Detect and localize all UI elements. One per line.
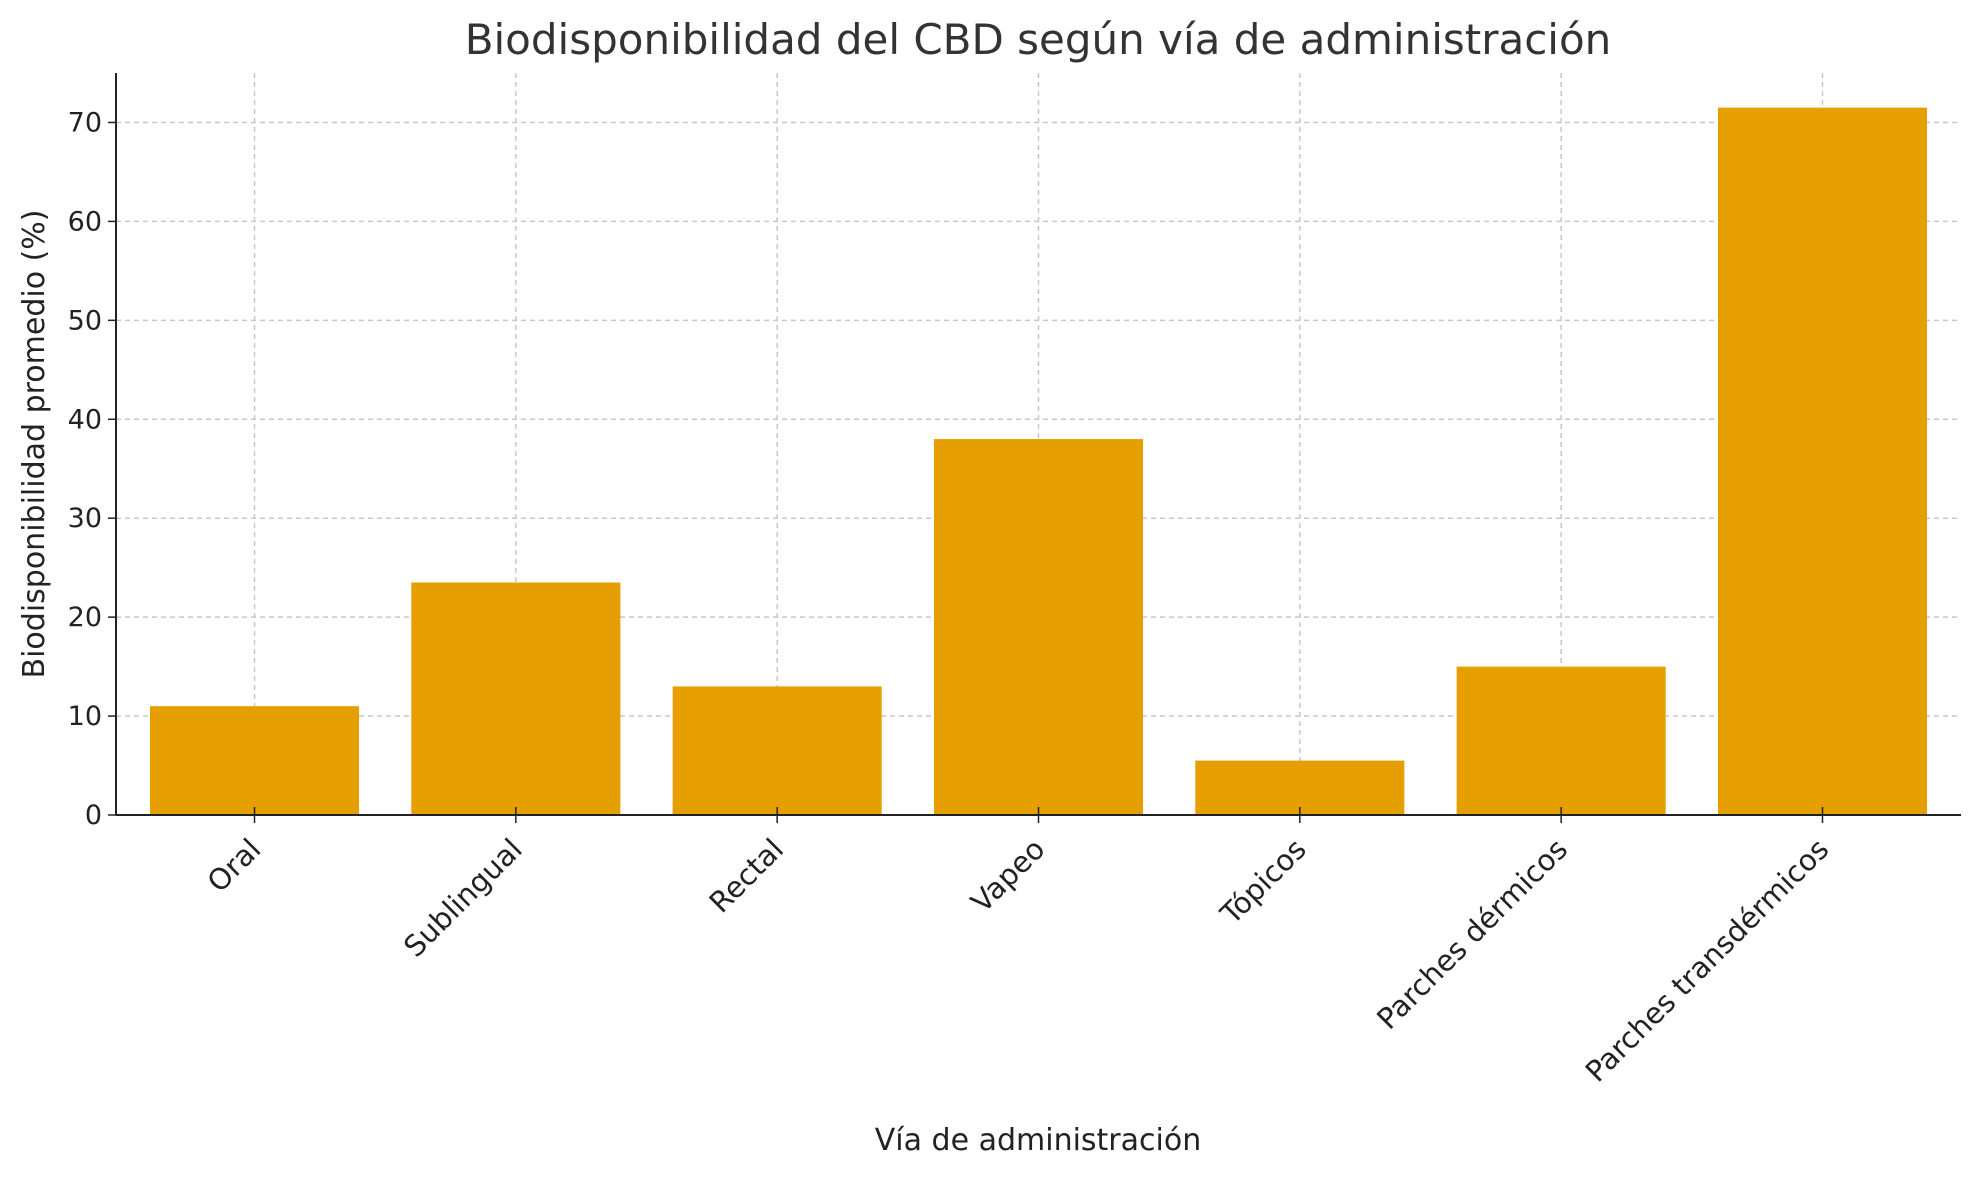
x-tick-label: Sublingual	[397, 832, 529, 964]
bar-sublingual	[411, 582, 621, 815]
x-tick-label: Parches transdérmicos	[1579, 832, 1836, 1089]
bar-parches-transdérmicos	[1717, 107, 1928, 816]
y-tick-label: 50	[68, 305, 102, 336]
x-tick-label: Rectal	[703, 832, 791, 920]
bar-rectal	[672, 686, 882, 815]
y-tick-label: 20	[68, 602, 102, 633]
chart-title: Biodisponibilidad del CBD según vía de a…	[465, 15, 1612, 64]
y-tick-label: 0	[85, 800, 102, 831]
x-axis-label: Vía de administración	[875, 1123, 1201, 1158]
y-axis-label: Biodisponibilidad promedio (%)	[17, 209, 52, 678]
bar-vapeo	[933, 439, 1144, 815]
bar-parches-dérmicos	[1456, 666, 1666, 815]
x-tick-label: Parches dérmicos	[1370, 832, 1574, 1036]
y-tick-label: 10	[68, 701, 102, 732]
x-tick-label: Oral	[201, 832, 268, 899]
y-tick-label: 60	[68, 206, 102, 237]
bar-tópicos	[1195, 760, 1405, 815]
x-tick-label: Tópicos	[1213, 832, 1313, 932]
y-tick-label: 70	[68, 107, 102, 138]
bars	[149, 107, 1928, 816]
y-tick-label: 30	[68, 503, 102, 534]
bar-oral	[149, 706, 360, 815]
y-tick-label: 40	[68, 404, 102, 435]
x-tick-label: Vapeo	[964, 832, 1051, 919]
